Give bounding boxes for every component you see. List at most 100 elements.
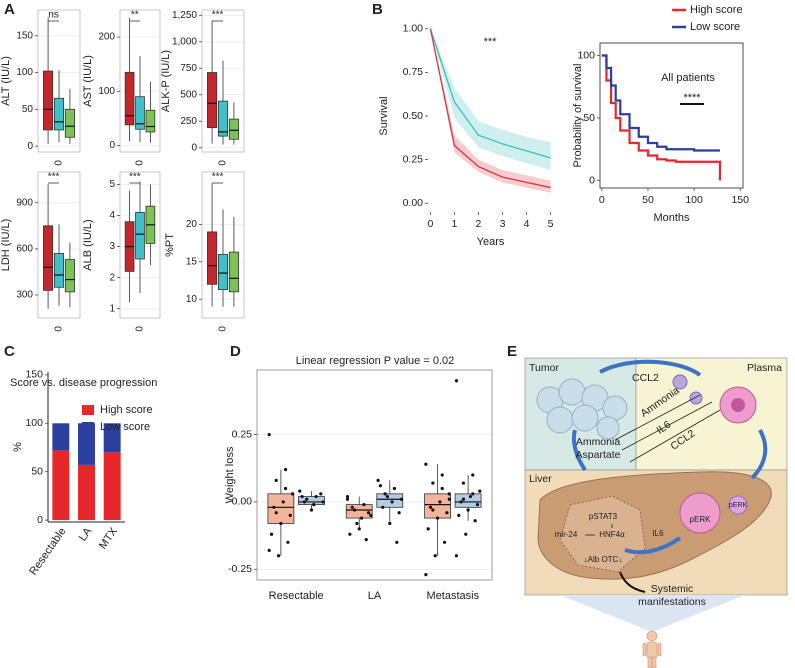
cytokine-label: IL6 <box>652 529 664 538</box>
data-point <box>461 481 466 485</box>
hepatocyte <box>559 495 646 573</box>
y-tick-label: 250 <box>180 116 197 127</box>
region-label: Tumor <box>529 362 559 374</box>
y-axis-label: AST (IU/L) <box>82 55 94 107</box>
data-point <box>471 492 475 496</box>
y-tick-label: 4 <box>109 210 115 221</box>
data-point <box>267 433 271 437</box>
data-point <box>321 500 325 504</box>
data-point <box>319 492 323 496</box>
x-tick-label: 150 <box>731 194 749 206</box>
y-tick-label: 0.25 <box>232 428 253 440</box>
data-point <box>426 527 430 531</box>
y-tick-label: 300 <box>16 290 33 301</box>
bar <box>78 423 95 465</box>
plot-frame <box>37 9 81 153</box>
significance-label: *** <box>129 172 141 183</box>
data-point <box>305 497 309 501</box>
y-tick-label: 750 <box>180 63 197 74</box>
box <box>43 70 54 131</box>
data-point <box>399 497 404 501</box>
x-tick-label: 0 <box>218 160 229 166</box>
x-tick-label: 5 <box>548 218 554 230</box>
data-point <box>447 492 451 496</box>
data-point <box>447 497 451 501</box>
series-line <box>429 28 551 189</box>
significance-label: *** <box>212 172 224 183</box>
legend-label: High score <box>100 404 153 416</box>
data-point <box>281 500 285 504</box>
legend-label: High score <box>690 4 743 16</box>
data-point <box>431 481 435 485</box>
y-tick-label: 100 <box>577 49 595 61</box>
data-point <box>390 500 394 504</box>
data-point <box>357 527 361 531</box>
data-point <box>442 540 447 544</box>
y-tick-label: 1.00 <box>403 23 424 35</box>
significance-label: *** <box>212 10 224 21</box>
y-tick-label: 50 <box>22 104 34 115</box>
data-point <box>381 505 385 509</box>
confidence-band <box>430 28 551 171</box>
series-line <box>601 54 720 152</box>
y-tick-label: 900 <box>16 197 33 208</box>
series-line <box>429 28 551 159</box>
x-tick-label: 100 <box>685 194 703 206</box>
box <box>228 251 239 293</box>
data-point <box>461 497 466 501</box>
legend-label: Low score <box>100 421 150 433</box>
y-tick-label: 150 <box>16 30 33 41</box>
y-tick-label: 100 <box>98 86 115 97</box>
panel-label: A <box>4 1 15 18</box>
y-tick-label: 150 <box>25 369 43 381</box>
data-point <box>457 513 461 517</box>
x-tick-label: LA <box>77 525 95 543</box>
panel-label: E <box>507 343 517 360</box>
y-tick-label: 500 <box>180 89 197 100</box>
box <box>135 96 145 130</box>
bar <box>52 450 70 521</box>
y-axis-label: LDH (IU/L) <box>0 219 12 272</box>
box <box>53 97 65 131</box>
box <box>217 253 229 290</box>
box <box>207 72 218 129</box>
box <box>64 108 75 138</box>
data-point <box>376 478 380 482</box>
y-tick-label: 50 <box>583 112 595 124</box>
box <box>53 253 65 288</box>
data-point <box>466 508 470 512</box>
data-point <box>464 532 468 536</box>
data-point <box>433 554 437 558</box>
data-point <box>388 521 392 526</box>
data-point <box>345 494 350 499</box>
x-tick-label: Resectable <box>269 590 324 602</box>
y-tick-label: 1 <box>109 303 115 314</box>
y-tick-label: 200 <box>98 32 115 43</box>
data-point <box>288 513 292 517</box>
panel-label: C <box>4 343 15 360</box>
y-axis-label: ALB (IU/L) <box>82 219 94 270</box>
y-tick-label: 0.50 <box>403 110 424 122</box>
data-point <box>397 511 401 515</box>
data-point <box>352 508 357 512</box>
x-tick-label: 0 <box>135 326 146 332</box>
data-point <box>475 503 480 507</box>
box <box>454 493 482 508</box>
signal-lines <box>585 394 721 536</box>
data-point <box>395 540 399 544</box>
y-axis-label: %PT <box>164 233 176 257</box>
y-tick-label: 600 <box>16 243 33 254</box>
x-tick-label: 0 <box>54 160 65 166</box>
tumor-cells <box>536 378 628 440</box>
y-tick-label: 0 <box>37 514 43 526</box>
annotation: All patients <box>661 72 715 84</box>
x-tick-label: MTX <box>97 525 121 551</box>
data-point <box>274 511 278 515</box>
box <box>267 493 295 524</box>
outcome-label: manifestations <box>638 596 706 608</box>
data-point <box>269 532 274 536</box>
plot-frame <box>119 171 161 319</box>
y-axis-label: ALT (IU/L) <box>0 56 12 106</box>
x-tick-label: 2 <box>476 218 482 230</box>
plasma-region <box>635 357 788 471</box>
